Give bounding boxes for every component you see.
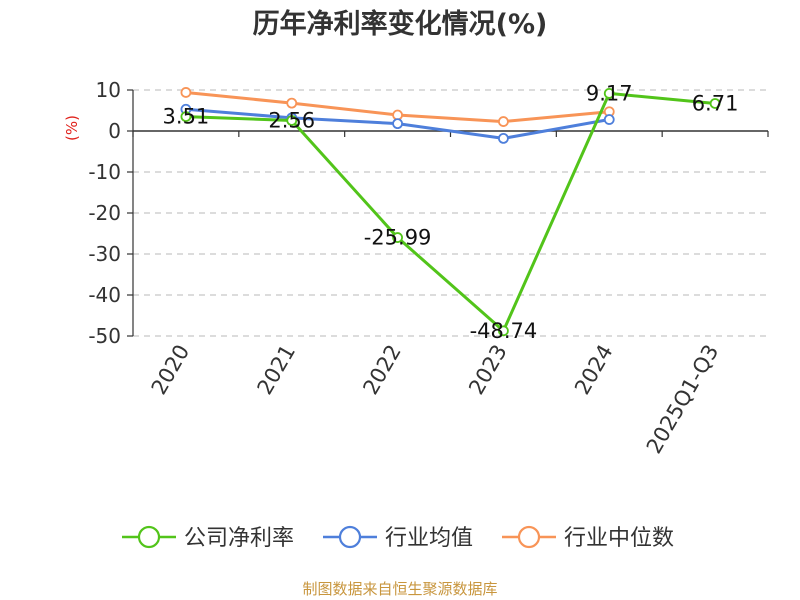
legend-label: 行业均值 — [385, 526, 473, 551]
data-labels: 3.51 2.56 -25.99 -48.74 9.17 6.71 — [163, 81, 739, 342]
y-axis-ticks: 10 0 -10 -20 -30 -40 -50 — [88, 78, 133, 348]
legend-marker — [517, 525, 541, 549]
y-tick-label: -10 — [88, 160, 121, 184]
chart-title: 历年净利率变化情况(%) — [253, 8, 548, 40]
data-point — [180, 87, 192, 98]
legend-marker — [137, 525, 161, 549]
data-point — [498, 132, 509, 144]
data-point — [709, 98, 721, 109]
data-label: 9.17 — [586, 81, 633, 105]
x-tick-label: 2024 — [570, 341, 618, 399]
data-point — [392, 109, 403, 121]
data-label: -48.74 — [470, 319, 538, 343]
data-point — [286, 97, 298, 109]
legend-label: 公司净利率 — [184, 526, 294, 551]
legend-label: 行业中位数 — [564, 526, 674, 551]
data-point — [392, 232, 403, 243]
y-tick-label: -30 — [88, 242, 121, 266]
y-tick-label: -50 — [88, 324, 121, 348]
data-label: 6.71 — [692, 91, 739, 115]
y-tick-label: -20 — [88, 201, 121, 225]
x-tick-label: 2022 — [358, 341, 406, 399]
legend-marker — [338, 525, 362, 549]
y-axis-label: (%) — [63, 115, 81, 141]
y-tick-label: 10 — [96, 78, 121, 102]
data-point — [498, 325, 509, 337]
x-tick-label: 2025Q1-Q3 — [642, 341, 724, 458]
data-point — [286, 115, 298, 126]
data-label: 2.56 — [268, 109, 315, 133]
series-line — [185, 91, 716, 333]
data-point — [603, 88, 615, 99]
x-tick-label: 2023 — [464, 340, 512, 398]
source-note: 制图数据来自恒生聚源数据库 — [302, 580, 497, 598]
data-label: -25.99 — [364, 226, 432, 250]
data-point — [603, 114, 615, 125]
y-tick-label: 0 — [108, 119, 121, 143]
x-axis: 2020 2021 2022 2023 2024 2025Q1-Q3 — [132, 90, 769, 458]
series-group — [180, 87, 721, 337]
legend: 公司净利率 行业均值 行业中位数 — [122, 525, 674, 551]
data-point — [180, 111, 192, 123]
data-point — [392, 118, 403, 130]
y-tick-label: -40 — [88, 283, 121, 307]
x-tick-label: 2020 — [147, 341, 195, 399]
data-label: 3.51 — [163, 105, 210, 129]
data-point — [498, 116, 509, 127]
grid-lines — [133, 89, 768, 337]
x-tick-label: 2021 — [253, 341, 301, 399]
